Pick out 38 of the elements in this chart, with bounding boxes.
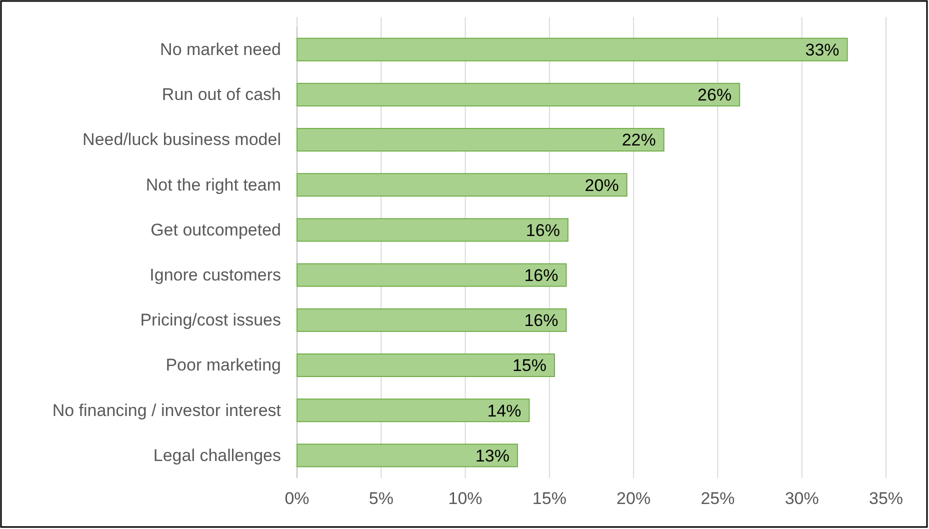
y-tick-label: Not the right team [146,175,281,194]
data-label: 14% [487,401,522,420]
x-tick-label: 10% [448,489,482,508]
bar [296,398,530,422]
y-tick-label: Legal challenges [153,446,281,465]
data-label: 15% [512,356,546,376]
data-label: 20% [584,176,619,195]
y-tick-label: Need/luck business model [82,130,281,150]
x-tick-label: 30% [784,489,819,508]
x-tick-label: 20% [616,489,651,508]
bar [296,128,664,152]
x-tick-label: 5% [368,489,394,508]
y-tick-label: No market need [160,40,281,59]
y-tick-label: Get outcompeted [150,220,281,240]
bar [296,353,555,378]
y-tick-label: Ignore customers [150,265,281,284]
bar [296,308,567,332]
bar [296,263,567,287]
y-tick-label: No financing / investor interest [52,400,282,420]
data-label: 33% [805,40,840,60]
data-label: 16% [526,220,560,240]
x-tick-label: 25% [700,489,735,508]
x-tick-label: 35% [868,489,904,508]
data-label: 26% [698,86,732,105]
data-label: 16% [524,311,558,330]
bar [296,82,740,106]
data-label: 16% [524,266,558,285]
data-label: 13% [475,446,510,466]
data-label: 22% [622,130,656,150]
bar [296,173,628,197]
x-tick-label: 15% [532,489,566,508]
bar [296,444,518,468]
bar [296,218,568,242]
x-tick-label: 0% [284,489,310,508]
bar [296,38,848,62]
y-tick-label: Run out of cash [162,85,281,104]
y-tick-label: Poor marketing [166,356,281,375]
y-tick-label: Pricing/cost issues [140,310,281,330]
